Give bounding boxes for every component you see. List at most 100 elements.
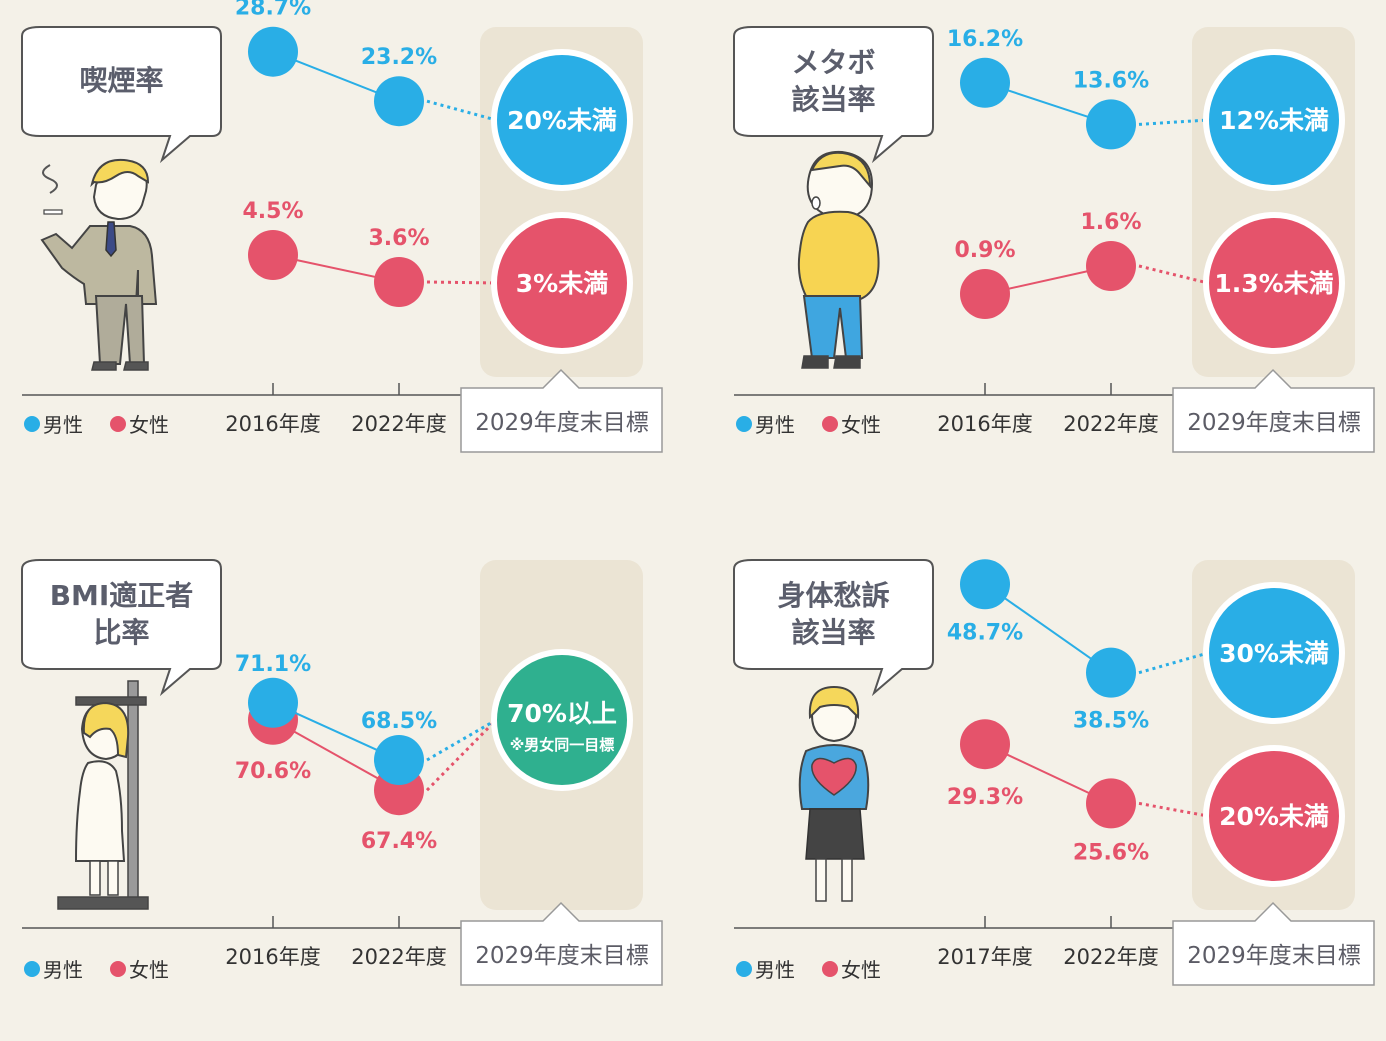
data-point: [374, 735, 424, 785]
legend-female-dot: [110, 960, 126, 977]
data-label: 29.3%: [947, 785, 1023, 810]
legend-female-label: 女性: [841, 413, 881, 437]
legend-female-dot: [822, 415, 838, 432]
target-label: 20%未満: [507, 106, 617, 135]
target-connector: [1138, 118, 1209, 126]
chart-panel-complaints: 48.7% 38.5% 30%未満 29.3% 25.6% 20%未満 身体愁訴 該当率 …: [712, 533, 1386, 1041]
speech-bubble: [21, 26, 222, 164]
chart-panel-bmi: 70.6% 67.4% 71.1% 68.5% 70%以上 ※男女同一目標 BMI適正者 …: [0, 533, 690, 1041]
chart-svg: 48.7% 38.5% 30%未満 29.3% 25.6% 20%未満: [733, 559, 1375, 986]
legend-male-label: 男性: [43, 958, 83, 982]
target-circle: [1203, 745, 1345, 887]
target-connector: [425, 718, 498, 792]
target-circle: [491, 49, 633, 191]
legend-male-dot: [24, 415, 40, 432]
x-tick-label: 2022年度: [351, 412, 447, 436]
chart-panel-metabo: 16.2% 13.6% 12%未満 0.9% 1.6% 1.3%未満 メタボ 該当率 20…: [712, 0, 1386, 508]
target-connector: [1138, 801, 1209, 818]
x-tick-label: 2022年度: [1063, 412, 1159, 436]
legend-female-label: 女性: [841, 958, 881, 982]
target-label: 3%未満: [516, 269, 608, 298]
target-circle: [1203, 582, 1345, 724]
x-tick-label: 2016年度: [937, 412, 1033, 436]
target-year-label: 2029年度末目標: [475, 943, 649, 969]
target-label-box: [1172, 901, 1375, 986]
legend-female: 女性: [110, 409, 169, 438]
x-tick-label: 2022年度: [1063, 945, 1159, 969]
speech-bubble: [733, 26, 934, 164]
target-connector: [1138, 264, 1209, 285]
chart-title-line: BMI適正者: [49, 579, 194, 612]
legend-male-label: 男性: [755, 958, 795, 982]
data-label: 38.5%: [1073, 709, 1149, 734]
chart-title-line: メタボ: [791, 46, 876, 79]
data-label: 70.6%: [235, 759, 311, 784]
target-year-label: 2029年度末目標: [1187, 410, 1361, 436]
series-line: [984, 583, 1112, 674]
target-circle: [491, 212, 633, 354]
chart-title-line: 該当率: [791, 616, 876, 649]
legend-female: 女性: [822, 954, 881, 983]
legend-male: 男性: [736, 409, 795, 438]
chart-title: BMI適正者 比率: [22, 577, 221, 651]
data-point: [960, 559, 1010, 610]
data-label: 68.5%: [361, 709, 437, 734]
target-label-box: [460, 901, 663, 986]
legend-female-dot: [110, 415, 126, 432]
chart-title-line: 該当率: [791, 83, 876, 116]
legend-male-dot: [24, 960, 40, 977]
target-circle: [1203, 212, 1345, 354]
target-year-label: 2029年度末目標: [475, 410, 649, 436]
chart-title: メタボ 該当率: [734, 44, 933, 118]
legend-female-label: 女性: [129, 413, 169, 437]
chart-title: 喫煙率: [79, 64, 164, 97]
target-label: 12%未満: [1219, 106, 1329, 135]
legend-male: 男性: [24, 409, 83, 438]
data-label: 25.6%: [1073, 840, 1149, 865]
speech-bubble: [21, 559, 222, 697]
x-tick-label: 2016年度: [225, 412, 321, 436]
data-label: 1.6%: [1080, 210, 1141, 235]
data-label: 67.4%: [361, 829, 437, 854]
legend-female: 女性: [110, 954, 169, 983]
data-point: [1086, 647, 1136, 698]
speech-bubble: [733, 559, 934, 697]
target-note: ※男女同一目標: [510, 736, 615, 754]
data-point: [1086, 99, 1136, 150]
smoking-man-illustration: [40, 158, 158, 371]
x-tick-label: 2017年度: [937, 945, 1033, 969]
target-label: 30%未満: [1219, 639, 1329, 668]
target-label-box: [460, 368, 663, 453]
data-label: 13.6%: [1073, 68, 1149, 93]
data-label: 0.9%: [954, 238, 1015, 263]
x-tick-label: 2022年度: [351, 945, 447, 969]
legend-male: 男性: [736, 954, 795, 983]
data-label: 16.2%: [947, 27, 1023, 52]
legend-female: 女性: [822, 409, 881, 438]
chart-svg: 28.7% 23.2% 20%未満 4.5% 3.6% 3%未満: [21, 0, 663, 453]
chart-title: 身体愁訴 該当率: [734, 577, 933, 651]
chart-svg: 16.2% 13.6% 12%未満 0.9% 1.6% 1.3%未満: [733, 26, 1375, 453]
data-label: 48.7%: [947, 620, 1023, 645]
legend-male: 男性: [24, 954, 83, 983]
chart-panel-smoking: 28.7% 23.2% 20%未満 4.5% 3.6% 3%未満 喫煙率 2029年度末目…: [0, 0, 690, 508]
legend-male-dot: [736, 960, 752, 977]
target-connector: [426, 280, 497, 285]
target-label: 70%以上: [507, 699, 617, 728]
legend-male-label: 男性: [43, 413, 83, 437]
data-label: 4.5%: [242, 199, 303, 224]
target-label: 1.3%未満: [1214, 269, 1333, 298]
legend-female-dot: [822, 960, 838, 977]
x-tick-label: 2016年度: [225, 945, 321, 969]
data-point: [1086, 778, 1136, 829]
target-connector: [426, 99, 497, 122]
data-point: [1086, 241, 1136, 291]
target-year-label: 2029年度末目標: [1187, 943, 1361, 969]
data-point: [248, 677, 298, 728]
chart-title-line: 比率: [93, 616, 150, 649]
legend-male-dot: [736, 415, 752, 432]
data-point: [248, 26, 298, 77]
target-connector: [1138, 651, 1209, 675]
legend-male-label: 男性: [755, 413, 795, 437]
height-scale-woman-illustration: [57, 680, 149, 910]
